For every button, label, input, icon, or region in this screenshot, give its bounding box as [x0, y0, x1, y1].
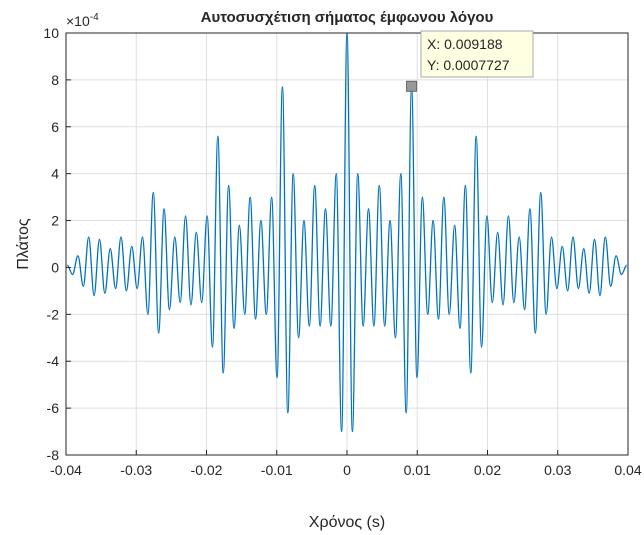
y-multiplier-exponent: -4 [90, 12, 99, 23]
datatip-y: Y: 0.0007727 [427, 57, 510, 73]
y-tick-label: 10 [43, 25, 59, 41]
x-axis-label: Χρόνος (s) [309, 514, 385, 531]
y-tick-label: -6 [47, 400, 60, 416]
y-tick-label: -2 [47, 306, 60, 322]
datatip: X: 0.009188 Y: 0.0007727 [406, 30, 534, 92]
y-tick-label: -8 [47, 447, 60, 463]
x-tick-label: 0.04 [614, 462, 641, 478]
x-tick-label: -0.04 [50, 462, 82, 478]
y-tick-label: -4 [47, 353, 60, 369]
y-tick-label: 8 [51, 72, 59, 88]
y-multiplier-base: ×10 [66, 13, 90, 29]
x-tick-label: -0.01 [261, 462, 293, 478]
x-tick-label: -0.03 [120, 462, 152, 478]
chart-title: Αυτοσυσχέτιση σήματος έμφωνου λόγου [201, 9, 494, 26]
x-tick-label: 0.03 [544, 462, 571, 478]
datatip-x: X: 0.009188 [427, 36, 503, 52]
y-tick-label: 2 [51, 213, 59, 229]
datatip-marker [406, 80, 418, 92]
x-tick-label: -0.02 [191, 462, 223, 478]
x-tick-label: 0 [343, 462, 351, 478]
y-tick-label: 4 [51, 166, 59, 182]
x-tick-label: 0.02 [474, 462, 501, 478]
y-tick-label: 0 [51, 259, 59, 275]
y-multiplier: ×10-4 [66, 12, 99, 29]
y-tick-label: 6 [51, 119, 59, 135]
datatip-box [420, 30, 534, 78]
x-tick-label: 0.01 [404, 462, 431, 478]
y-axis-label: Πλάτος [15, 218, 32, 270]
